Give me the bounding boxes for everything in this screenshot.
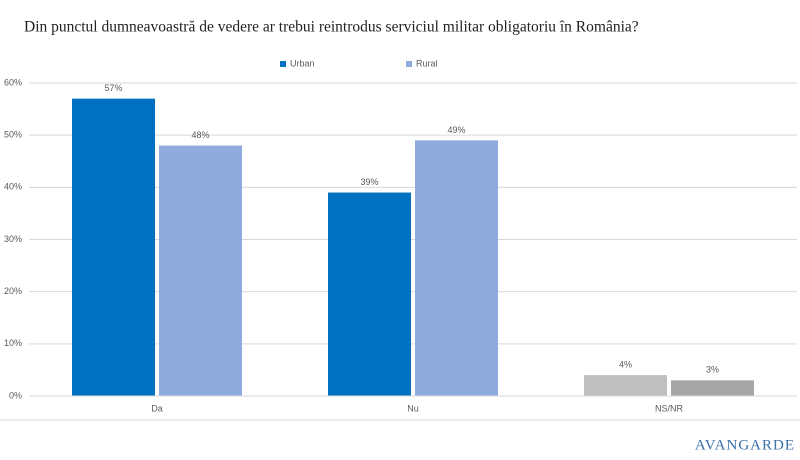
bar	[584, 375, 667, 396]
chart-title: Din punctul dumneavoastră de vedere ar t…	[24, 19, 639, 36]
y-tick-label: 40%	[4, 182, 22, 192]
y-tick-label: 0%	[9, 390, 22, 400]
bar	[72, 98, 155, 397]
y-tick-label: 30%	[4, 234, 22, 244]
value-label: 49%	[447, 125, 465, 135]
legend-swatch	[280, 61, 286, 67]
x-tick-label: Nu	[407, 403, 419, 413]
bar	[671, 380, 754, 396]
value-label: 48%	[191, 130, 209, 140]
legend-label: Urban	[290, 58, 315, 68]
legend-label: Rural	[416, 58, 438, 68]
legend-swatch	[406, 61, 412, 67]
y-tick-label: 60%	[4, 77, 22, 87]
y-tick-label: 20%	[4, 286, 22, 296]
value-label: 39%	[360, 177, 378, 187]
x-tick-label: NS/NR	[655, 403, 684, 413]
value-label: 57%	[104, 83, 122, 93]
logo: AVANGARDE	[695, 437, 795, 453]
value-label: 3%	[706, 365, 719, 375]
bar	[159, 145, 242, 396]
x-tick-label: Da	[151, 403, 163, 413]
value-label: 4%	[619, 360, 632, 370]
y-tick-label: 10%	[4, 338, 22, 348]
y-tick-label: 50%	[4, 130, 22, 140]
bar	[328, 192, 411, 396]
bar	[415, 140, 498, 396]
